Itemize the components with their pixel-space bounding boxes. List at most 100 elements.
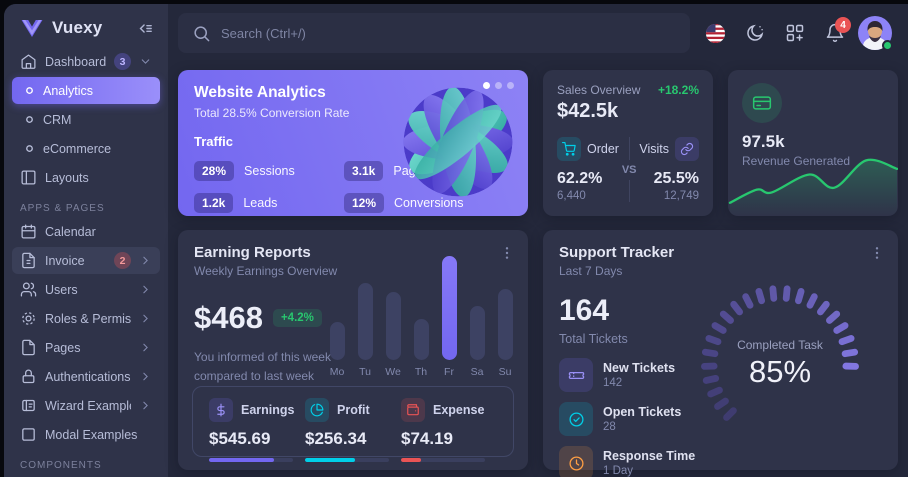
bar-label: Th (414, 366, 428, 378)
revenue-generated-card: 97.5k Revenue Generated (728, 70, 898, 216)
brand-name: Vuexy (52, 18, 103, 37)
stat-label: Leads (243, 196, 278, 210)
bar-column: Su (496, 256, 514, 378)
users-icon (20, 281, 37, 298)
stat-value: 28% (194, 161, 235, 181)
carousel-dot[interactable] (507, 82, 514, 89)
revenue-chart (728, 158, 898, 216)
sidebar-item-invoice[interactable]: Invoice 2 (12, 247, 160, 274)
sidebar-item-label: Pages (45, 340, 81, 355)
dots-vertical-icon (505, 247, 509, 259)
revenue-area (729, 159, 898, 216)
carousel-dot[interactable] (495, 82, 502, 89)
sidebar-item-calendar[interactable]: Calendar (12, 218, 160, 245)
bar-column: Th (412, 256, 430, 378)
bar-We (385, 292, 401, 360)
search-input[interactable] (221, 25, 676, 41)
summary-expense: Expense $74.19 (401, 398, 497, 462)
user-avatar[interactable] (858, 16, 893, 51)
stat-label: Conversions (394, 196, 464, 210)
earnings-change-badge: +4.2% (272, 309, 322, 327)
wallet-icon (401, 398, 425, 422)
lock-icon (20, 368, 37, 385)
bar-label: Mo (329, 366, 345, 378)
revenue-label: Revenue Generated (742, 154, 851, 168)
more-options-button[interactable] (866, 242, 888, 264)
file-icon (20, 339, 37, 356)
notifications-button[interactable]: 4 (818, 16, 852, 50)
sales-total: $42.5k (557, 100, 619, 122)
ticket-icon (559, 358, 593, 392)
bar-column: Sa (468, 256, 486, 378)
summary-amount: $74.19 (401, 429, 453, 448)
sidebar-item-wizard-examples[interactable]: Wizard Examples (12, 392, 160, 419)
change-percent: +18.2% (657, 83, 699, 97)
sidebar-item-authentications[interactable]: Authentications (12, 363, 160, 390)
collapse-sidebar-icon[interactable] (137, 20, 154, 37)
summary-label: Profit (337, 403, 370, 417)
theme-toggle-button[interactable] (738, 16, 772, 50)
gear-icon (20, 310, 37, 327)
visits-count: 12,749 (663, 190, 699, 202)
card-title: Sales Overview (557, 83, 641, 97)
carousel-dots (483, 82, 514, 89)
summary-amount: $545.69 (209, 429, 271, 448)
sidebar-item-users[interactable]: Users (12, 276, 160, 303)
shortcuts-button[interactable] (778, 16, 812, 50)
chevron-right-icon (139, 312, 152, 325)
revenue-line (728, 158, 898, 204)
us-flag-icon (705, 23, 725, 43)
stat-value: 12% (344, 193, 385, 213)
sidebar-nav: Dashboard 3 Analytics CRM eCommerce Layo… (12, 48, 160, 477)
vs-divider: VS (619, 137, 639, 202)
traffic-stats: 28% Sessions 3.1k Page Views 1.2k Leads … (194, 161, 512, 213)
dots-vertical-icon (875, 247, 879, 259)
stat-conversions: 12% Conversions (344, 193, 512, 213)
sidebar-item-label: Wizard Examples (45, 398, 131, 413)
traffic-label: Traffic (194, 134, 234, 149)
sidebar-item-layouts[interactable]: Layouts (12, 164, 160, 191)
sidebar-item-roles-permissions[interactable]: Roles & Permissions (12, 305, 160, 332)
pie-chart-icon (305, 398, 329, 422)
sales-overview-card: Sales Overview +18.2% $42.5k Order 62.2%… (543, 70, 713, 216)
sidebar-item-label: eCommerce (43, 141, 112, 156)
sphere-illustration (403, 87, 513, 197)
earning-reports-card: Earning Reports Weekly Earnings Overview… (178, 230, 528, 470)
carousel-dot-active[interactable] (483, 82, 490, 89)
sidebar-item-analytics[interactable]: Analytics (12, 77, 160, 104)
sidebar-item-modal-examples[interactable]: Modal Examples (12, 421, 160, 448)
grid-plus-icon (786, 24, 804, 42)
sidebar-item-pages[interactable]: Pages (12, 334, 160, 361)
sidebar-item-dashboard[interactable]: Dashboard 3 (12, 48, 160, 75)
item-value: 28 (603, 421, 616, 433)
total-tickets-label: Total Tickets (559, 332, 628, 346)
calendar-icon (20, 223, 37, 240)
cart-icon (557, 137, 581, 161)
order-count: 6,440 (557, 190, 586, 202)
summary-label: Expense (433, 403, 485, 417)
item-label: Open Tickets (603, 405, 682, 419)
more-options-button[interactable] (496, 242, 518, 264)
card-title: Website Analytics (194, 84, 326, 101)
nav-section-components: COMPONENTS (20, 460, 102, 471)
bar-Th (413, 319, 429, 360)
sidebar-item-crm[interactable]: CRM (12, 106, 160, 133)
summary-label: Earnings (241, 403, 295, 417)
bar-Tu (357, 283, 373, 360)
order-stats: Order 62.2% 6,440 (557, 137, 619, 202)
search-bar[interactable] (178, 13, 690, 53)
topbar: 4 (168, 4, 908, 62)
visits-label: Visits (639, 142, 669, 156)
chevron-right-icon (139, 341, 152, 354)
vuexy-logo-icon (21, 19, 43, 37)
sidebar-item-ecommerce[interactable]: eCommerce (12, 135, 160, 162)
order-percent: 62.2% (557, 170, 603, 187)
invoice-badge: 2 (114, 252, 131, 269)
item-value: 1 Day (603, 465, 634, 477)
chevron-right-icon (139, 254, 152, 267)
sidebar-item-label: Users (45, 282, 78, 297)
language-flag-button[interactable] (698, 16, 732, 50)
sidebar-item-label: Layouts (45, 170, 89, 185)
earnings-summary: Earnings $545.69 Profit $256.34 (192, 386, 514, 462)
avatar-image (858, 16, 892, 50)
